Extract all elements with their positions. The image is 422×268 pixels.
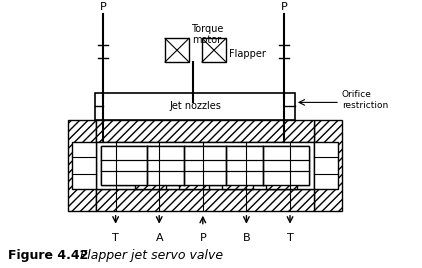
Text: B: B (243, 233, 250, 243)
Text: Flapper jet servo valve: Flapper jet servo valve (80, 249, 223, 262)
Bar (179, 172, 209, 189)
Text: T: T (287, 233, 293, 243)
Text: T: T (112, 233, 119, 243)
Text: Figure 4.42: Figure 4.42 (8, 249, 88, 262)
Text: Orifice
restriction: Orifice restriction (342, 90, 388, 110)
Text: A: A (155, 233, 163, 243)
Bar (96, 142, 314, 189)
Bar (314, 142, 338, 189)
Text: P: P (200, 233, 206, 243)
Text: Jet nozzles: Jet nozzles (169, 101, 221, 111)
Bar (135, 172, 166, 189)
Bar (101, 146, 309, 185)
Bar (314, 120, 342, 211)
Bar (72, 142, 96, 189)
Text: P: P (100, 2, 106, 12)
Bar (96, 189, 314, 211)
Bar (165, 38, 189, 62)
Bar (95, 92, 295, 120)
Text: P: P (281, 2, 287, 12)
Text: Flapper: Flapper (229, 49, 266, 59)
Bar (96, 120, 314, 142)
Bar (202, 38, 226, 62)
Bar (68, 120, 96, 211)
Bar (266, 172, 297, 189)
Bar (222, 172, 253, 189)
Bar (101, 146, 309, 185)
Bar (101, 146, 309, 185)
Text: Torque
motor: Torque motor (191, 24, 223, 45)
